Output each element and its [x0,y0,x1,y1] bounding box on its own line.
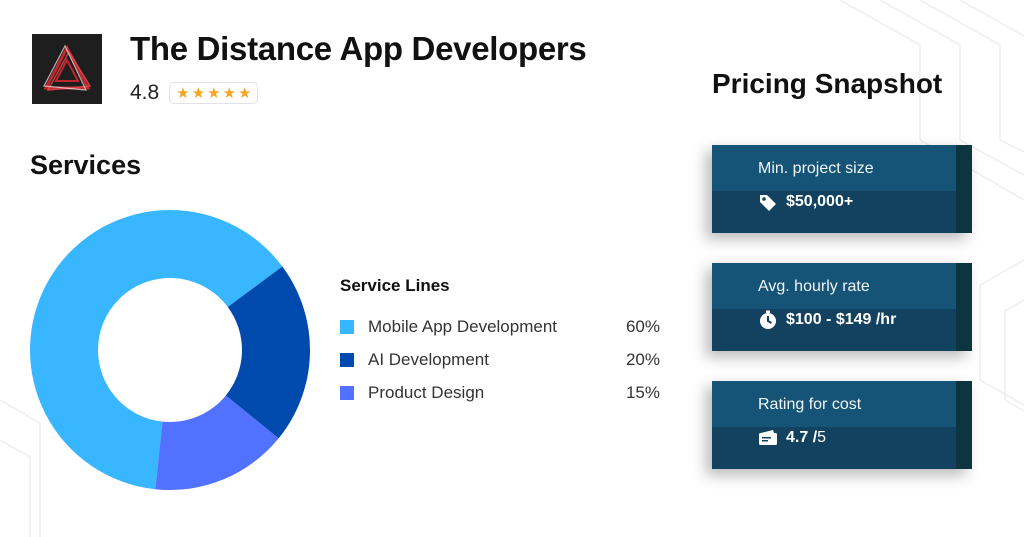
donut-slice [155,395,279,490]
price-card-min-project: Min. project size $50,000+ [712,145,972,233]
donut-slice [225,266,310,439]
legend-label: AI Development [368,349,489,369]
triangle-logo-icon [32,34,102,104]
card-value-row: 4.7 / 5 [758,428,826,448]
card-value: 4.7 / [786,429,818,446]
rating-row: 4.8 ★ ★ ★ ★ ★ [130,80,259,106]
card-header-band [712,263,956,309]
company-name: The Distance App Developers [130,30,587,67]
services-title: Services [30,150,142,180]
legend-percent: 20% [625,349,660,369]
legend-item: Mobile App Development 60% [340,310,680,343]
card-header-band [712,145,956,191]
star-icon: ★ [238,84,252,102]
rating-value: 4.8 [130,81,160,104]
card-label: Avg. hourly rate [758,278,870,295]
legend-item: Product Design 15% [340,376,680,409]
company-logo [32,34,102,104]
star-icon: ★ [191,84,206,102]
clock-icon [760,310,776,329]
legend-swatch [340,385,354,400]
services-legend: Service Lines Mobile App Development 60%… [340,276,680,409]
star-icon: ★ [176,84,190,102]
price-card-hourly-rate: Avg. hourly rate $100 - $149 /hr [712,263,972,351]
wallet-icon [759,430,777,445]
card-value-row: $100 - $149 /hr [758,310,896,330]
legend-label: Product Design [368,382,485,402]
card-value: $100 - $149 /hr [786,311,897,328]
legend-percent: 60% [625,316,660,336]
card-header-band [712,381,956,427]
card-value-row: $50,000+ [758,192,853,212]
pricing-title: Pricing Snapshot [712,68,943,99]
donut-slice [30,210,283,490]
card-value-suffix: 5 [817,429,827,446]
legend-item: AI Development 20% [340,343,680,376]
services-donut-chart [30,210,310,490]
legend-title: Service Lines [340,276,450,295]
legend-percent: 15% [625,382,660,402]
star-icon: ★ [222,84,237,102]
price-tag-icon [760,195,776,211]
card-label: Min. project size [758,160,874,177]
card-label: Rating for cost [758,396,862,413]
card-edge [956,381,972,469]
legend-label: Mobile App Development [368,316,558,336]
card-value: $50,000+ [786,193,854,210]
star-icon: ★ [207,84,221,102]
legend-swatch [340,319,354,334]
star-rating: ★ ★ ★ ★ ★ [169,82,259,104]
card-edge [956,145,972,233]
card-edge [956,263,972,351]
price-card-rating-cost: Rating for cost 4.7 / 5 [712,381,972,469]
legend-swatch [340,352,354,367]
